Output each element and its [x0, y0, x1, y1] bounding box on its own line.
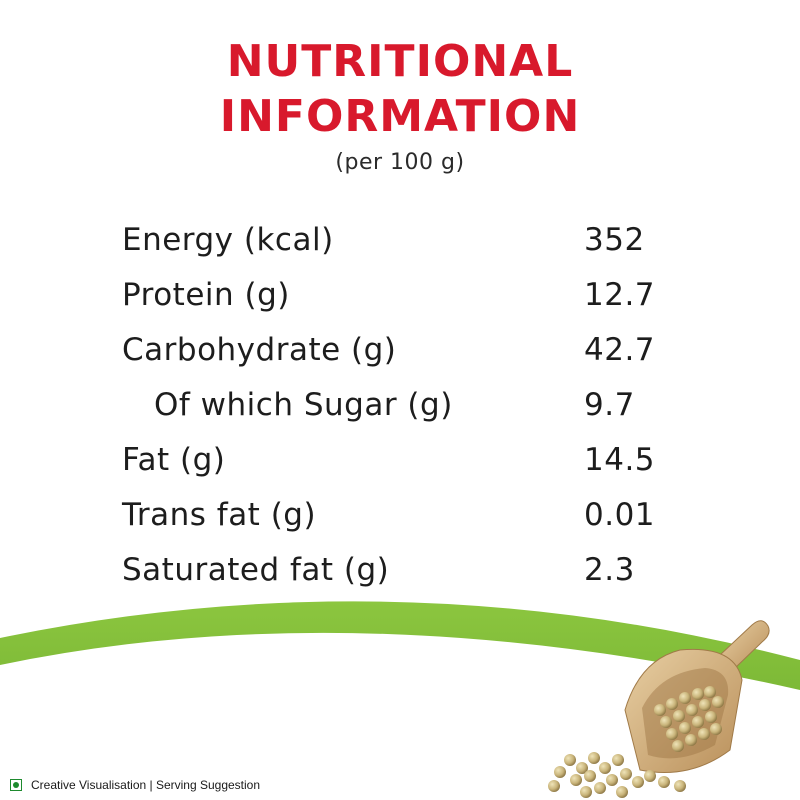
footer-text: Creative Visualisation | Serving Suggest…	[31, 778, 261, 792]
nutrition-label: Energy (kcal)	[122, 222, 334, 258]
nutrition-value: 14.5	[584, 442, 656, 478]
nutrition-row-fat: Fat (g) 14.5	[122, 442, 722, 497]
veg-symbol-icon	[10, 779, 22, 791]
nutrition-value: 2.3	[584, 552, 635, 588]
nutrition-row-energy: Energy (kcal) 352	[122, 222, 722, 277]
title-block: NUTRITIONAL INFORMATION (per 100 g)	[0, 34, 800, 175]
subtitle: (per 100 g)	[335, 150, 465, 175]
nutrition-label: Trans fat (g)	[122, 497, 317, 533]
nutrition-row-carbohydrate: Carbohydrate (g) 42.7	[122, 332, 722, 387]
nutrition-row-trans-fat: Trans fat (g) 0.01	[122, 497, 722, 552]
nutrition-value: 12.7	[584, 277, 656, 313]
title-line-2: INFORMATION	[219, 91, 581, 142]
nutrition-row-saturated-fat: Saturated fat (g) 2.3	[122, 552, 722, 607]
nutrition-value: 0.01	[584, 497, 656, 533]
nutrition-value: 42.7	[584, 332, 656, 368]
nutrition-label: Fat (g)	[122, 442, 226, 478]
nutrition-label: Protein (g)	[122, 277, 290, 313]
wooden-scoop-with-seeds-image	[548, 620, 770, 798]
nutrition-table: Energy (kcal) 352 Protein (g) 12.7 Carbo…	[122, 222, 722, 607]
title-line-1: NUTRITIONAL	[226, 36, 574, 87]
nutrition-row-sugar: Of which Sugar (g) 9.7	[122, 387, 722, 442]
nutrition-label: Carbohydrate (g)	[122, 332, 397, 368]
nutrition-value: 9.7	[584, 387, 635, 423]
nutrition-label: Of which Sugar (g)	[154, 387, 453, 423]
footer: Creative Visualisation | Serving Suggest…	[10, 776, 260, 794]
nutrition-value: 352	[584, 222, 645, 258]
nutrition-label: Saturated fat (g)	[122, 552, 390, 588]
nutrition-row-protein: Protein (g) 12.7	[122, 277, 722, 332]
